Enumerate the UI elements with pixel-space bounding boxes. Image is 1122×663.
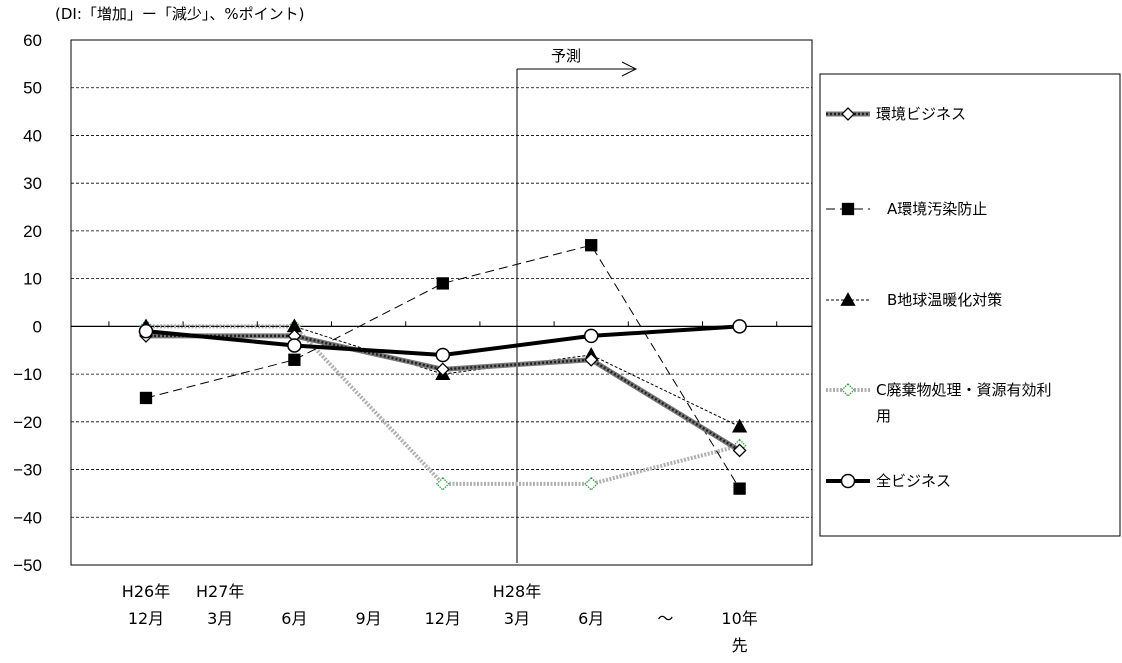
x-tick-label: 12月 <box>128 609 164 628</box>
plot-area <box>70 39 813 566</box>
y-tick-label: −30 <box>13 461 42 480</box>
forecast-label: 予測 <box>551 47 581 65</box>
legend-item-env: 環境ビジネス <box>826 105 966 123</box>
legend-box <box>819 73 1121 537</box>
legend-swatch-marker <box>841 383 855 397</box>
x-tick-label: 3月 <box>207 609 233 628</box>
legend-label: A環境汚染防止 <box>887 200 987 218</box>
legend-item-a: A環境汚染防止 <box>826 200 987 218</box>
data-point <box>731 418 748 433</box>
legend-label: 用 <box>876 407 891 425</box>
series-all <box>138 319 747 363</box>
data-point <box>585 239 598 252</box>
series-env <box>139 328 747 458</box>
x-tick-label: 〜 <box>657 609 673 628</box>
x-tick-label: 6月 <box>281 609 307 628</box>
legend-label: C廃棄物処理・資源有効利 <box>876 381 1051 399</box>
legend-swatch-marker <box>841 202 855 216</box>
y-tick-label: 10 <box>23 270 42 289</box>
data-point <box>732 443 747 458</box>
legend-item-b: B地球温暖化対策 <box>826 291 1002 309</box>
y-axis-ticks: 60 50 40 30 20 10 0 −10 −20 −30 −40 −50 <box>13 31 42 575</box>
series-c <box>139 319 747 491</box>
y-tick-label: 60 <box>23 31 42 50</box>
legend-label: B地球温暖化対策 <box>887 291 1002 309</box>
legend-swatch-marker <box>841 107 855 121</box>
gridlines <box>71 87 812 518</box>
data-point <box>288 353 301 366</box>
x-tick-label: 6月 <box>578 609 604 628</box>
data-point <box>584 352 599 367</box>
series-group <box>138 239 748 495</box>
y-tick-label: 20 <box>23 222 42 241</box>
data-point <box>435 362 450 377</box>
x-tick-label-bottom: 先 <box>732 636 748 655</box>
unit-label: (DI:「増加」ー「減少」、%ポイント) <box>55 5 305 23</box>
series-line <box>145 244 741 489</box>
x-tick-label-top: H28年 <box>493 582 541 601</box>
data-point <box>435 476 450 491</box>
data-point <box>138 323 154 339</box>
y-tick-label: −20 <box>13 413 42 432</box>
x-tick-label-top: H27年 <box>196 582 244 601</box>
legend-swatch-marker <box>840 473 856 489</box>
x-tick-label: 10年 <box>721 609 757 628</box>
x-tick-label: 3月 <box>504 609 530 628</box>
forecast-annotation: 予測 <box>516 47 638 563</box>
y-tick-label: 0 <box>33 317 42 336</box>
y-tick-label: −40 <box>13 508 42 527</box>
data-point <box>733 482 746 495</box>
data-point <box>436 277 449 290</box>
x-tick-label: 12月 <box>425 609 461 628</box>
y-tick-label: 40 <box>23 126 42 145</box>
data-point <box>287 338 302 353</box>
x-tick-label: 9月 <box>356 609 382 628</box>
y-tick-label: −10 <box>13 365 42 384</box>
legend-swatch-marker <box>840 292 856 306</box>
x-tick-label-top: H26年 <box>122 582 170 601</box>
forecast-arrowhead <box>621 61 638 77</box>
data-point <box>583 328 599 344</box>
zero-axis <box>71 321 812 327</box>
y-tick-label: 30 <box>23 174 42 193</box>
legend-item-all: 全ビジネス <box>826 472 951 490</box>
y-tick-label: −50 <box>13 556 42 575</box>
series-a <box>139 239 746 495</box>
legend-label: 環境ビジネス <box>876 105 966 123</box>
data-point <box>584 476 599 491</box>
data-point <box>732 319 747 334</box>
legend-label: 全ビジネス <box>876 472 951 490</box>
data-point <box>139 391 153 405</box>
data-point <box>435 347 451 363</box>
y-tick-label: 50 <box>23 79 42 98</box>
